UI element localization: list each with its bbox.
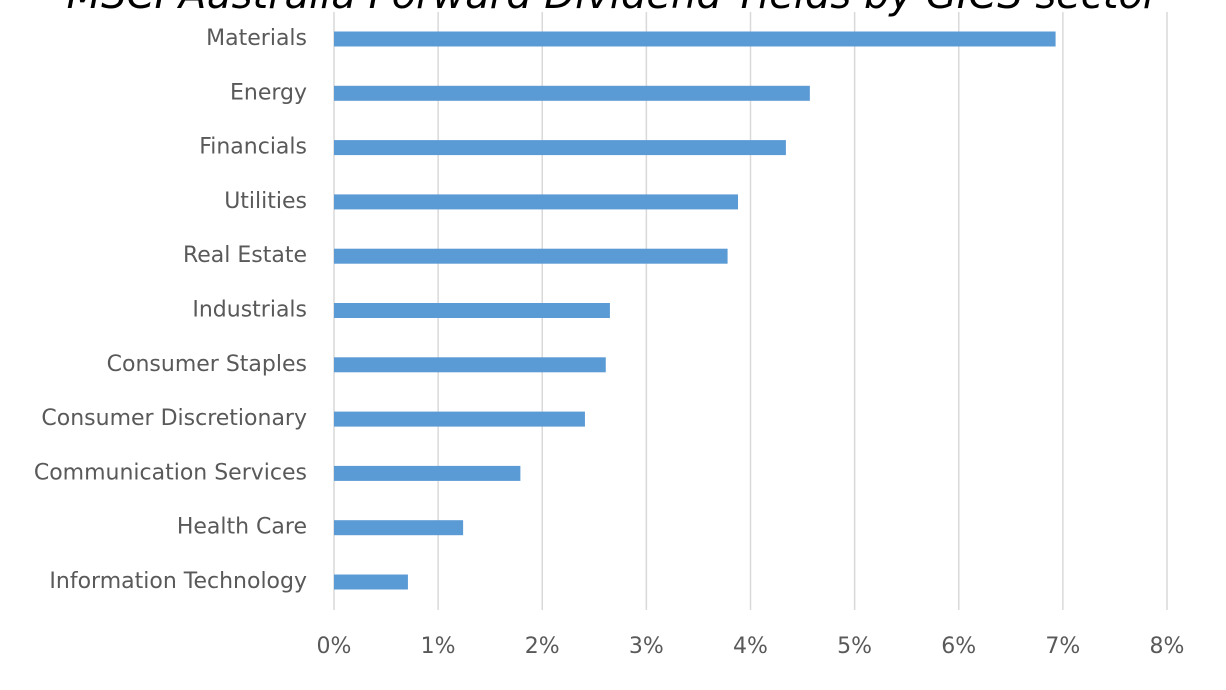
y-tick-label: Materials	[206, 26, 307, 51]
y-tick-label: Utilities	[224, 189, 307, 214]
x-tick-label: 5%	[837, 634, 872, 659]
bar	[334, 85, 810, 101]
bar	[334, 194, 739, 210]
y-tick-label: Financials	[199, 135, 307, 160]
bar	[334, 31, 1056, 47]
bar	[334, 411, 585, 427]
y-tick-label: Consumer Staples	[107, 352, 307, 377]
bar	[334, 357, 606, 373]
x-tick-label: 6%	[941, 634, 976, 659]
chart-title: MSCI Australia Forward Dividend Yields b…	[67, 0, 1162, 18]
y-tick-label: Real Estate	[183, 243, 307, 268]
bar	[334, 465, 521, 481]
y-tick-label: Consumer Discretionary	[41, 406, 307, 431]
x-tick-label: 0%	[317, 634, 352, 659]
x-tick-label: 2%	[525, 634, 560, 659]
y-tick-label: Energy	[230, 80, 307, 105]
bar	[334, 248, 728, 264]
x-tick-label: 8%	[1150, 634, 1185, 659]
bar	[334, 303, 610, 318]
bar	[334, 574, 408, 590]
y-tick-label: Health Care	[177, 515, 307, 540]
bar	[334, 140, 786, 156]
bar	[334, 520, 464, 536]
y-tick-label: Communication Services	[34, 460, 307, 485]
y-tick-label: Industrials	[192, 298, 307, 323]
y-tick-label: Information Technology	[49, 569, 307, 594]
x-tick-label: 4%	[733, 634, 768, 659]
x-tick-label: 1%	[421, 634, 456, 659]
x-tick-label: 7%	[1045, 634, 1080, 659]
x-tick-label: 3%	[629, 634, 664, 659]
